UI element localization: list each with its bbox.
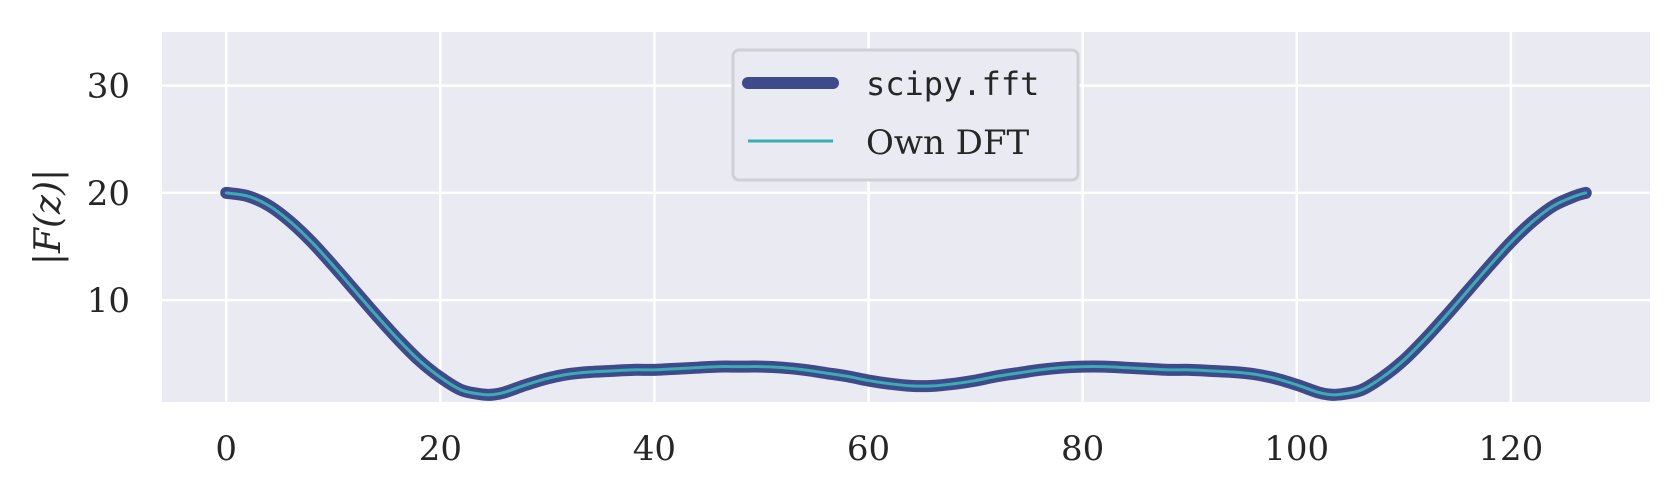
x-tick-label: 0: [215, 429, 237, 469]
x-tick-labels: 0 20 40 60 80 100 120: [215, 429, 1543, 469]
legend-label-own-dft: Own DFT: [866, 123, 1030, 163]
x-tick-label: 20: [419, 429, 462, 469]
x-tick-label: 120: [1478, 429, 1543, 469]
legend: scipy.fft Own DFT: [731, 48, 1080, 182]
series-layer: [220, 186, 1592, 401]
legend-label-scipy-fft: scipy.fft: [866, 65, 1039, 103]
x-tick-label: 60: [847, 429, 890, 469]
y-tick-label: 20: [87, 174, 130, 214]
y-tick-label: 10: [87, 281, 130, 321]
x-tick-label: 40: [633, 429, 676, 469]
x-tick-label: 80: [1061, 429, 1104, 469]
y-tick-label: 30: [87, 67, 130, 107]
y-tick-labels: 10 20 30: [87, 67, 130, 321]
x-tick-label: 100: [1264, 429, 1329, 469]
y-axis-label: |F(z)|: [28, 169, 69, 265]
series-line-own-dft: [224, 191, 1588, 397]
